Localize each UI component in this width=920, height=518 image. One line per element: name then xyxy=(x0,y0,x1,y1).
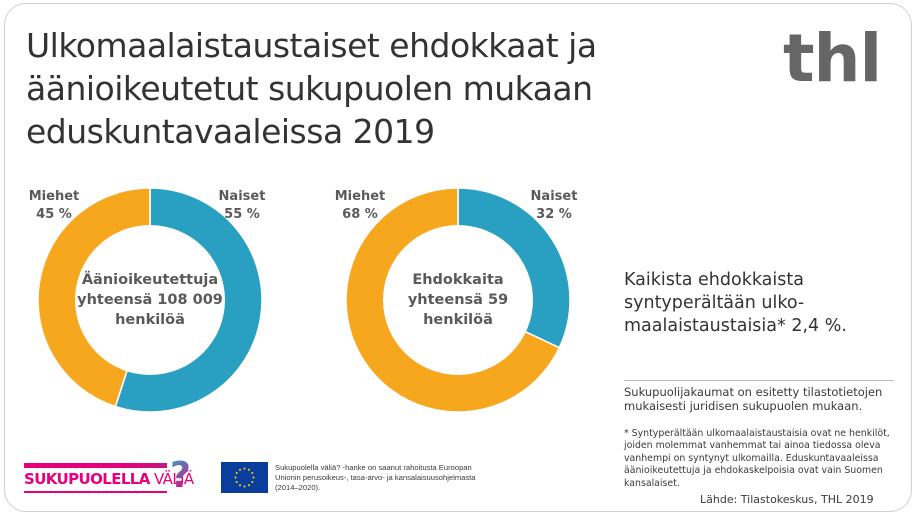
men-label: Miehet xyxy=(334,189,386,204)
men-value: 68 % xyxy=(342,207,378,222)
women-label: Naiset xyxy=(218,189,266,204)
foreign-background-stat: Kaikista ehdokkaista syntyperältään ulko… xyxy=(624,269,894,338)
legend-men-voters: Miehet 45 % xyxy=(24,188,84,224)
donut-candidates-svg xyxy=(346,188,570,412)
logo-underline xyxy=(24,491,167,493)
donut-voters-svg xyxy=(38,188,262,412)
stat-line-3: maalaistaustaisia* 2,4 %. xyxy=(624,316,847,336)
center-line-2: yhteensä 59 xyxy=(407,292,509,308)
logo-wordmark: SUKUPUOLELLA VÄLIÄ xyxy=(24,471,194,488)
eu-stars xyxy=(234,467,255,488)
eu-funding-text: Sukupuolella väliä? -hanke on saanut rah… xyxy=(275,463,476,492)
logo-bold: SUKUPUOLELLA xyxy=(24,470,150,488)
men-value: 45 % xyxy=(36,207,72,222)
center-line-2: yhteensä 108 009 xyxy=(77,292,223,308)
donut-chart-voters xyxy=(38,188,262,412)
source-citation: Lähde: Tilastokeskus, THL 2019 xyxy=(700,493,874,506)
legend-men-candidates: Miehet 68 % xyxy=(330,188,390,224)
donut-candidates-center-label: Ehdokkaita yhteensä 59 henkilöä xyxy=(378,270,538,330)
logo-light: VÄLIÄ xyxy=(154,470,194,488)
center-line-3: henkilöä xyxy=(423,312,493,328)
stat-line-1: Kaikista ehdokkaista xyxy=(624,270,804,290)
donut-hole xyxy=(383,225,533,375)
eu-flag-icon xyxy=(221,462,268,493)
thl-logo: thl xyxy=(783,20,882,97)
donut-hole xyxy=(75,225,225,375)
title-line-2: äänioikeutetut sukupuolen mukaan xyxy=(26,69,593,108)
men-label: Miehet xyxy=(28,189,80,204)
legend-women-voters: Naiset 55 % xyxy=(212,188,272,224)
definition-footnote: * Syntyperältään ulkomaalaistaustaisia o… xyxy=(624,428,890,489)
center-line-1: Ehdokkaita xyxy=(412,272,504,288)
women-value: 55 % xyxy=(224,207,260,222)
center-line-3: henkilöä xyxy=(115,312,185,328)
center-line-1: Äänioikeutettuja xyxy=(81,272,219,288)
divider xyxy=(624,380,894,381)
donut-chart-candidates xyxy=(346,188,570,412)
page-title: Ulkomaalaistaustaiset ehdokkaat ja äänio… xyxy=(26,24,626,153)
women-label: Naiset xyxy=(530,189,578,204)
question-mark-icon: ? xyxy=(170,455,191,496)
stat-line-2: syntyperältään ulko- xyxy=(624,293,805,313)
sukupuolella-valia-logo: SUKUPUOLELLA VÄLIÄ ? xyxy=(24,456,199,500)
title-line-1: Ulkomaalaistaustaiset ehdokkaat ja xyxy=(26,26,597,65)
logo-top-bar xyxy=(24,463,167,468)
women-value: 32 % xyxy=(536,207,572,222)
gender-note: Sukupuolijakaumat on esitetty tilastotie… xyxy=(624,385,883,413)
donut-voters-center-label: Äänioikeutettuja yhteensä 108 009 henkil… xyxy=(60,270,240,330)
legend-women-candidates: Naiset 32 % xyxy=(524,188,584,224)
title-line-3: eduskuntavaaleissa 2019 xyxy=(26,112,435,151)
